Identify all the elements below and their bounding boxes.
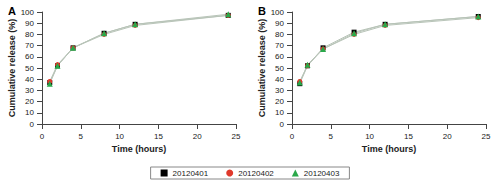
svg-text:20: 20: [25, 97, 34, 106]
svg-text:Time (hours): Time (hours): [112, 144, 166, 154]
svg-text:0: 0: [290, 132, 295, 141]
svg-text:90: 90: [25, 19, 34, 28]
svg-text:10: 10: [115, 132, 124, 141]
svg-text:50: 50: [275, 64, 284, 73]
svg-text:60: 60: [25, 52, 34, 61]
svg-text:5: 5: [79, 132, 84, 141]
svg-text:40: 40: [275, 75, 284, 84]
svg-text:25: 25: [232, 132, 241, 141]
svg-text:20120403: 20120403: [304, 169, 340, 178]
svg-text:A: A: [8, 5, 16, 17]
svg-text:60: 60: [275, 52, 284, 61]
svg-text:30: 30: [275, 86, 284, 95]
svg-text:70: 70: [25, 41, 34, 50]
svg-text:40: 40: [25, 75, 34, 84]
svg-text:90: 90: [275, 19, 284, 28]
svg-text:25: 25: [482, 132, 491, 141]
svg-text:Cumulative release (%): Cumulative release (%): [7, 19, 17, 118]
svg-text:30: 30: [25, 86, 34, 95]
svg-text:10: 10: [365, 132, 374, 141]
svg-text:Time (hours): Time (hours): [362, 144, 416, 154]
svg-text:0: 0: [40, 132, 45, 141]
svg-text:0: 0: [30, 120, 35, 129]
svg-text:0: 0: [280, 120, 285, 129]
svg-text:50: 50: [25, 64, 34, 73]
svg-text:100: 100: [271, 8, 285, 17]
svg-text:70: 70: [275, 41, 284, 50]
svg-text:15: 15: [154, 132, 163, 141]
svg-text:5: 5: [329, 132, 334, 141]
svg-text:20: 20: [275, 97, 284, 106]
svg-text:80: 80: [25, 30, 34, 39]
svg-text:20120402: 20120402: [238, 169, 274, 178]
svg-text:10: 10: [25, 108, 34, 117]
svg-text:100: 100: [21, 8, 35, 17]
svg-text:10: 10: [275, 108, 284, 117]
svg-text:B: B: [258, 5, 266, 17]
svg-text:15: 15: [404, 132, 413, 141]
svg-text:20120401: 20120401: [173, 169, 209, 178]
svg-text:80: 80: [275, 30, 284, 39]
svg-text:Cumulative release (%): Cumulative release (%): [257, 19, 267, 118]
svg-text:20: 20: [193, 132, 202, 141]
svg-text:20: 20: [443, 132, 452, 141]
